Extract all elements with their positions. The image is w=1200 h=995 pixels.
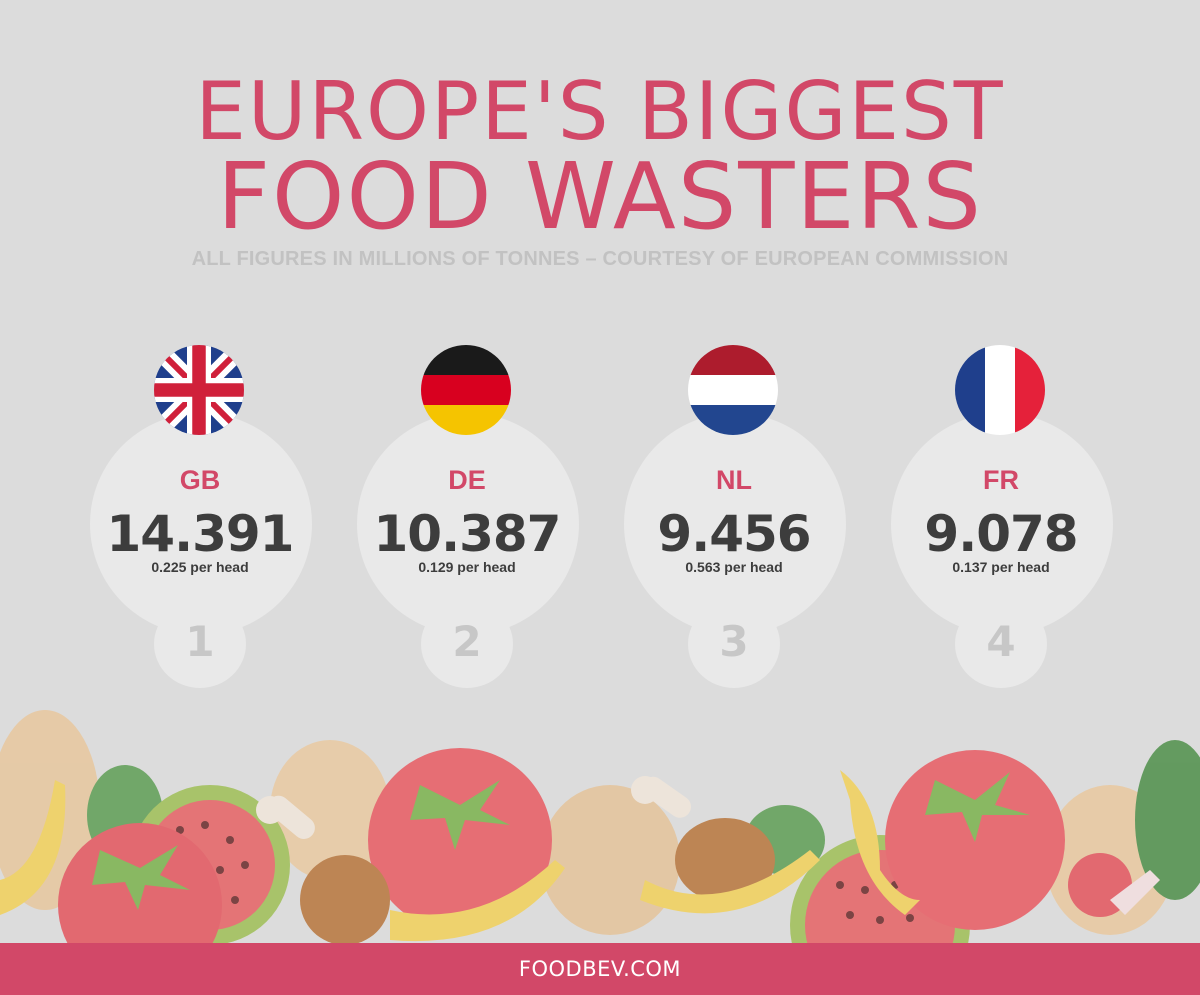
waste-value: 14.391 xyxy=(106,505,295,563)
country-card-nl: NL 9.456 0.563 per head 3 xyxy=(622,345,862,690)
waste-value: 9.456 xyxy=(657,505,811,563)
country-code: DE xyxy=(448,465,486,495)
value-bubble xyxy=(891,413,1113,635)
per-head-value: 0.563 per head xyxy=(685,559,783,575)
rank-number: 3 xyxy=(719,617,749,666)
country-card-gb: GB 14.391 0.225 per head 1 xyxy=(88,345,328,690)
waste-value: 10.387 xyxy=(373,505,562,563)
per-head-value: 0.225 per head xyxy=(151,559,249,575)
country-code: NL xyxy=(716,465,752,495)
rank-number: 4 xyxy=(986,617,1016,666)
value-bubble xyxy=(90,413,312,635)
uk-flag-icon xyxy=(154,345,244,435)
potato-icon xyxy=(270,740,390,880)
footer-bar: FOODBEV.COM xyxy=(0,943,1200,995)
value-bubble xyxy=(624,413,846,635)
title-line-2: FOOD WASTERS xyxy=(217,143,983,250)
chicken-leg-icon xyxy=(300,855,390,945)
rank-number: 1 xyxy=(185,617,215,666)
food-illustration xyxy=(0,710,1200,950)
rank-number: 2 xyxy=(452,617,482,666)
potato-icon xyxy=(540,785,680,935)
onion-icon xyxy=(1110,870,1160,915)
country-code: FR xyxy=(983,465,1019,495)
chicken-leg-icon xyxy=(675,818,775,902)
tomato-icon xyxy=(368,748,552,932)
banana-icon xyxy=(840,770,920,915)
subtitle: ALL FIGURES IN MILLIONS OF TONNES – COUR… xyxy=(191,248,1009,270)
banana-icon xyxy=(390,860,565,942)
country-card-fr: FR 9.078 0.137 per head 4 xyxy=(889,345,1129,690)
country-code: GB xyxy=(179,465,221,495)
france-flag-icon xyxy=(955,345,1045,435)
value-bubble xyxy=(357,413,579,635)
waste-value: 9.078 xyxy=(924,505,1078,563)
netherlands-flag-icon xyxy=(688,345,778,435)
footer-link[interactable]: FOODBEV.COM xyxy=(518,957,682,981)
germany-flag-icon xyxy=(421,345,511,435)
title-line-1: EUROPE'S BIGGEST xyxy=(195,65,1005,158)
banana-icon xyxy=(0,780,66,915)
per-head-value: 0.129 per head xyxy=(418,559,516,575)
lettuce-icon xyxy=(1135,740,1200,900)
per-head-value: 0.137 per head xyxy=(952,559,1050,575)
country-card-de: DE 10.387 0.129 per head 2 xyxy=(355,345,595,690)
banana-icon xyxy=(640,850,820,914)
